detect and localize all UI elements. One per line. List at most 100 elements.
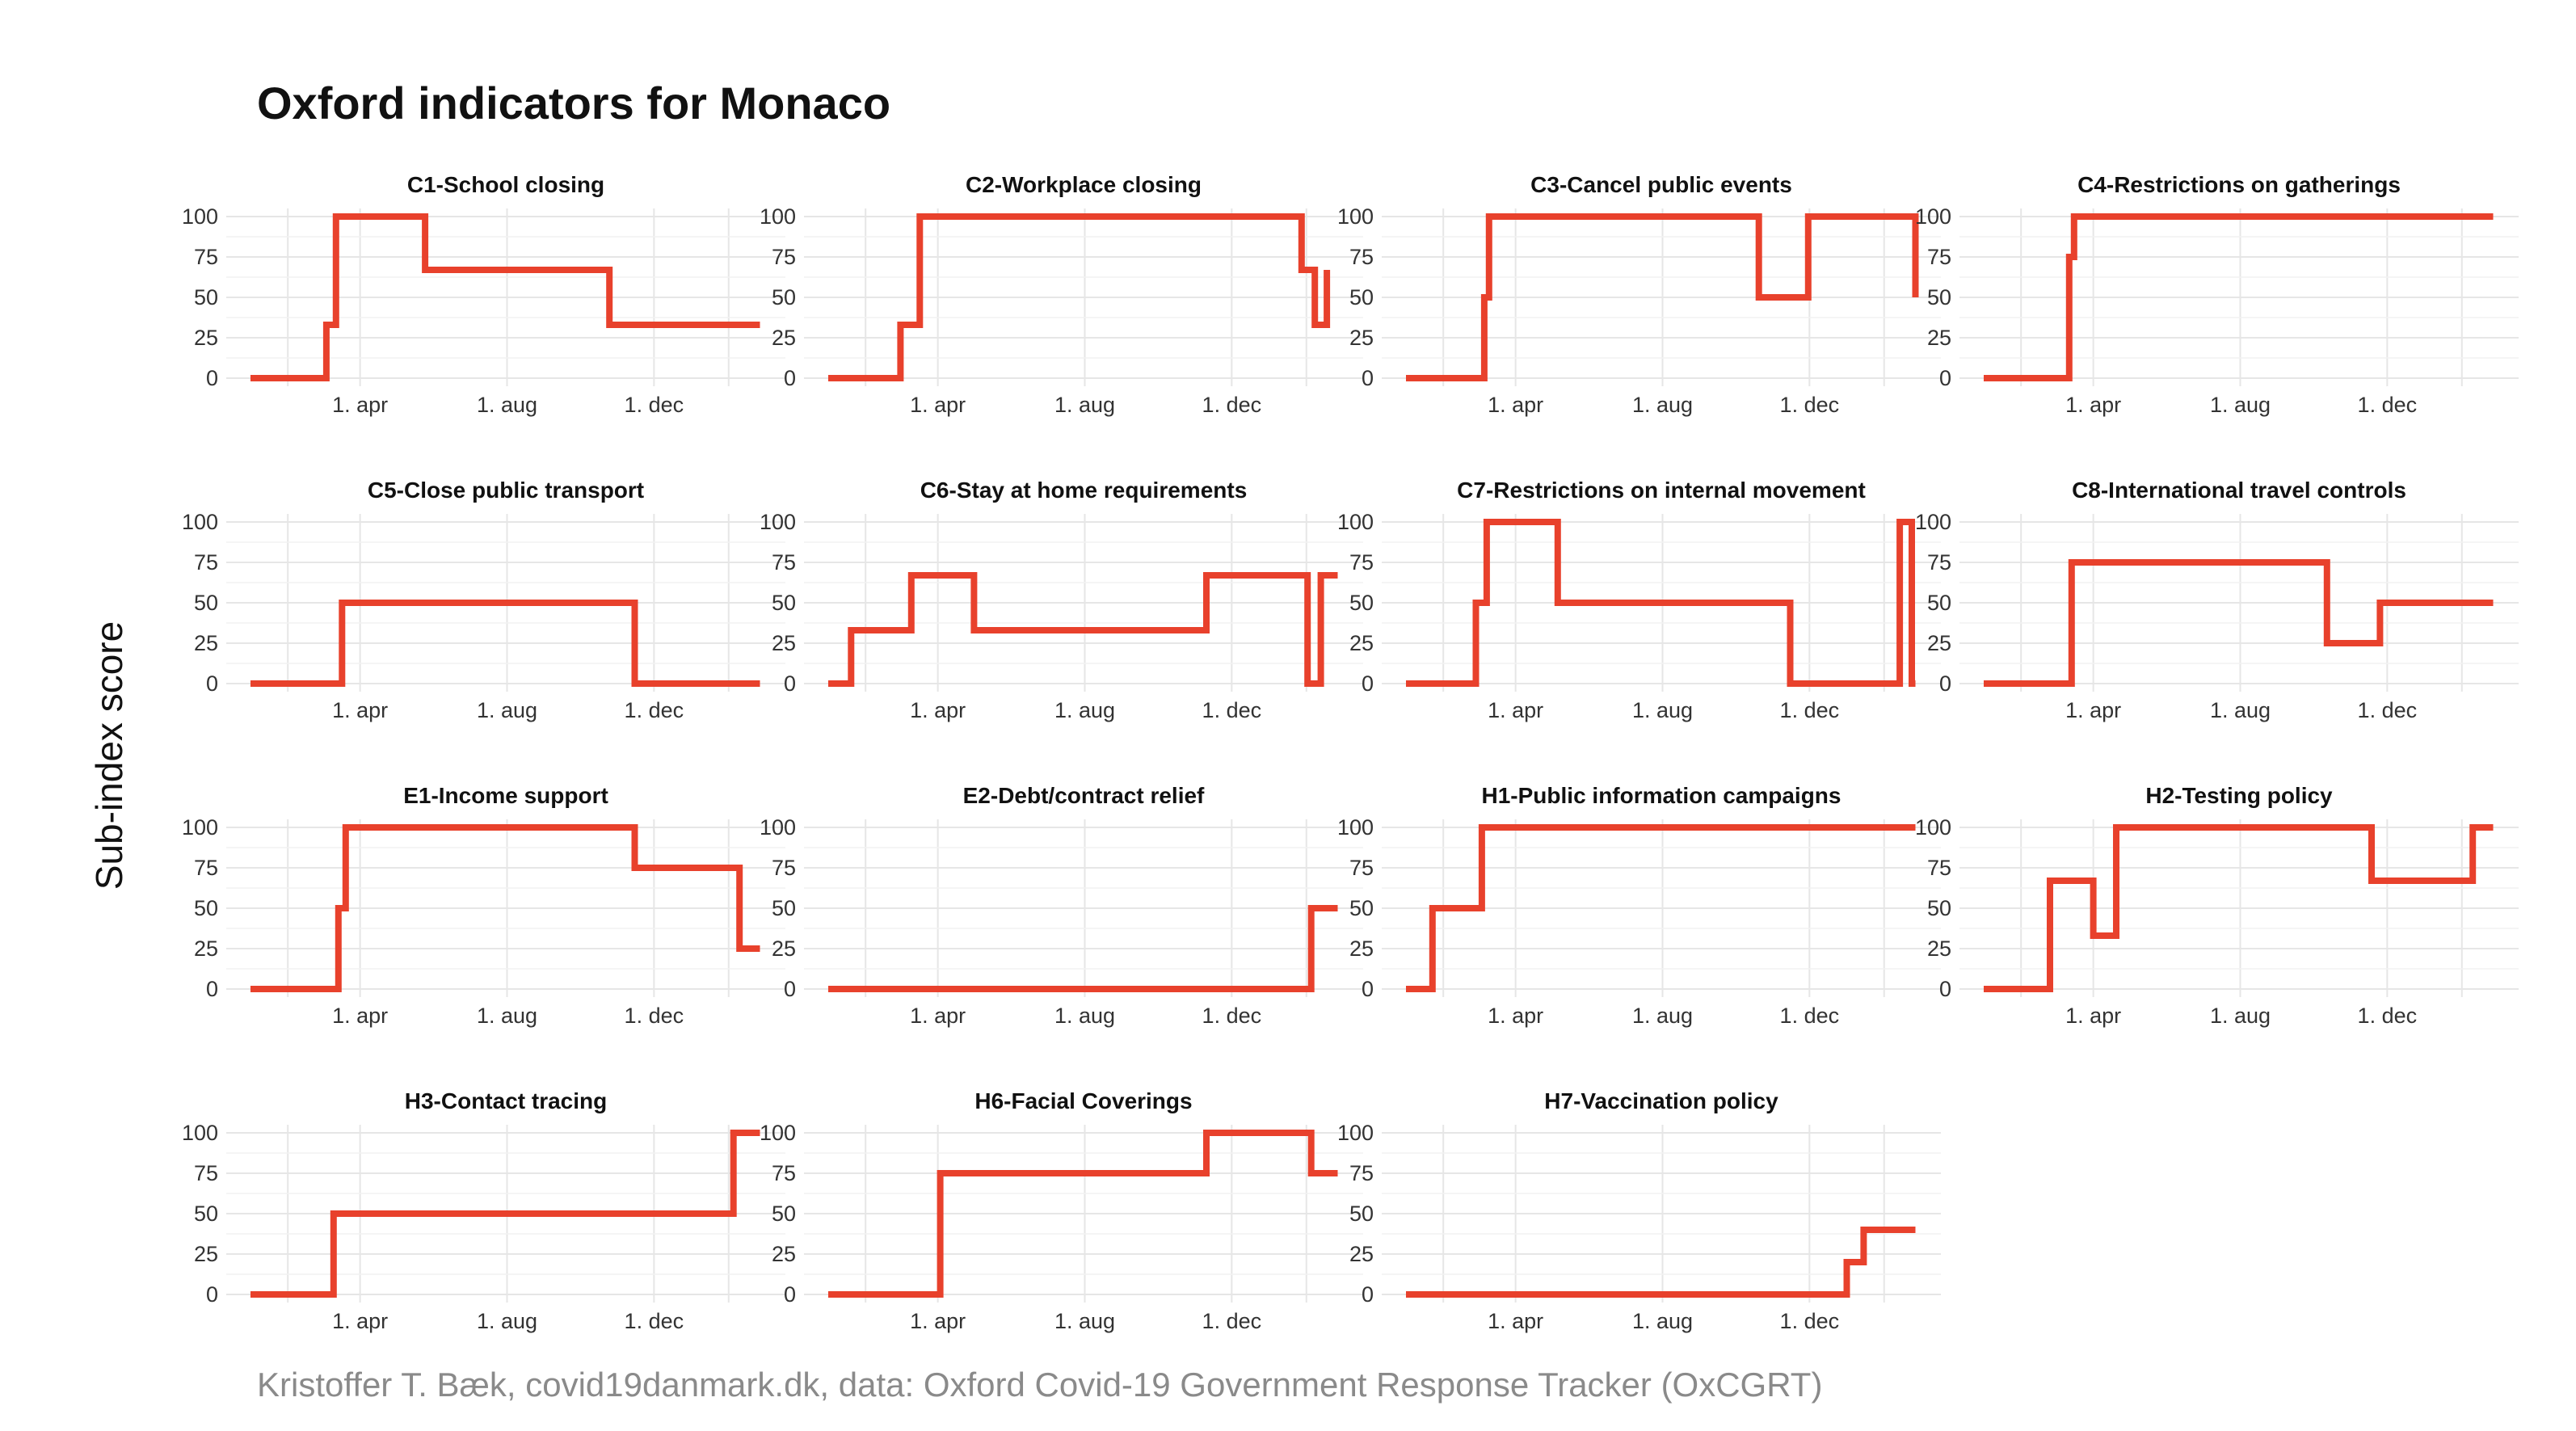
panel-title: H1-Public information campaigns <box>1482 783 1842 808</box>
panel-5: C5-Close public transport 0 25 50 75 100 1. ap… <box>182 478 785 722</box>
panel-15: H7-Vaccination policy 0 25 50 75 100 1. apr 1. … <box>1337 1088 1941 1333</box>
panel-11: H1-Public information campaigns 0 25 50 75 10… <box>1337 783 1941 1028</box>
y-tick-label: 25 <box>194 631 218 655</box>
page-title: Oxford indicators for Monaco <box>257 78 891 128</box>
panel-4: C4-Restrictions on gatherings 0 25 50 75 100 1… <box>1915 172 2519 417</box>
x-tick-label: 1. aug <box>477 698 537 722</box>
y-tick-label: 75 <box>1349 856 1374 880</box>
y-tick-label: 75 <box>194 550 218 575</box>
series-line <box>1984 559 2494 687</box>
gridlines <box>1959 208 2519 386</box>
panel-title: E1-Income support <box>403 783 608 808</box>
gridlines <box>804 1125 1363 1303</box>
y-tick-label: 100 <box>760 815 796 840</box>
y-tick-label: 0 <box>784 977 796 1001</box>
y-tick-label: 0 <box>206 366 218 390</box>
panel-title: C3-Cancel public events <box>1530 172 1792 197</box>
series-line <box>828 213 1331 381</box>
series-line <box>1984 213 2494 381</box>
y-tick-label: 0 <box>784 366 796 390</box>
y-tick-label: 100 <box>182 1121 218 1145</box>
y-tick-label: 25 <box>1349 631 1374 655</box>
x-tick-label: 1. aug <box>477 1309 537 1333</box>
x-tick-label: 1. dec <box>2358 698 2418 722</box>
y-tick-label: 25 <box>1349 326 1374 350</box>
gridlines <box>804 208 1363 386</box>
panel-title: C7-Restrictions on internal movement <box>1457 478 1866 503</box>
panel-title: C1-School closing <box>407 172 604 197</box>
y-tick-label: 50 <box>772 1202 796 1226</box>
y-tick-label: 75 <box>772 245 796 269</box>
y-tick-label: 75 <box>1349 245 1374 269</box>
x-tick-label: 1. dec <box>625 393 684 417</box>
panel-title: C6-Stay at home requirements <box>920 478 1248 503</box>
x-tick-label: 1. dec <box>2358 393 2418 417</box>
series-line <box>1406 1227 1916 1298</box>
x-tick-label: 1. aug <box>1054 1004 1115 1028</box>
x-tick-label: 1. dec <box>1780 393 1840 417</box>
y-tick-label: 100 <box>1337 204 1374 229</box>
y-tick-label: 50 <box>1349 896 1374 920</box>
x-tick-label: 1. aug <box>1632 698 1693 722</box>
x-tick-label: 1. apr <box>332 1309 388 1333</box>
y-tick-label: 50 <box>1349 591 1374 615</box>
y-tick-label: 25 <box>194 936 218 961</box>
x-tick-label: 1. dec <box>1202 1309 1262 1333</box>
x-tick-label: 1. dec <box>2358 1004 2418 1028</box>
y-tick-label: 0 <box>206 977 218 1001</box>
x-tick-label: 1. dec <box>1202 393 1262 417</box>
y-tick-label: 100 <box>760 510 796 534</box>
y-tick-label: 0 <box>1939 977 1951 1001</box>
x-tick-label: 1. dec <box>1202 698 1262 722</box>
x-tick-label: 1. apr <box>2065 393 2121 417</box>
x-tick-label: 1. aug <box>2210 393 2271 417</box>
y-tick-label: 0 <box>1939 366 1951 390</box>
panel-title: C8-International travel controls <box>2072 478 2406 503</box>
series-line <box>250 600 760 687</box>
x-tick-label: 1. dec <box>625 698 684 722</box>
panel-8: C8-International travel controls 0 25 50 75 1… <box>1915 478 2519 722</box>
panel-title: H7-Vaccination policy <box>1544 1088 1778 1113</box>
y-tick-label: 100 <box>182 510 218 534</box>
y-tick-label: 0 <box>1939 671 1951 696</box>
y-tick-label: 0 <box>784 1282 796 1307</box>
y-tick-label: 0 <box>1362 366 1374 390</box>
x-tick-label: 1. aug <box>1054 1309 1115 1333</box>
x-tick-label: 1. aug <box>1054 698 1115 722</box>
y-tick-label: 25 <box>194 326 218 350</box>
x-tick-label: 1. dec <box>1780 698 1840 722</box>
y-tick-label: 75 <box>1349 1161 1374 1185</box>
x-tick-label: 1. apr <box>2065 1004 2121 1028</box>
y-tick-label: 100 <box>1337 510 1374 534</box>
panel-13: H3-Contact tracing 0 25 50 75 100 1. apr 1. aug… <box>182 1088 785 1333</box>
gridlines <box>1382 1125 1941 1303</box>
y-tick-label: 25 <box>1349 936 1374 961</box>
x-tick-label: 1. apr <box>1488 698 1543 722</box>
x-tick-label: 1. apr <box>2065 698 2121 722</box>
y-tick-label: 100 <box>760 1121 796 1145</box>
y-tick-label: 100 <box>1337 815 1374 840</box>
y-tick-label: 50 <box>194 1202 218 1226</box>
panel-title: C5-Close public transport <box>368 478 644 503</box>
y-tick-label: 75 <box>772 550 796 575</box>
y-tick-label: 75 <box>772 1161 796 1185</box>
x-tick-label: 1. apr <box>1488 393 1543 417</box>
y-tick-label: 25 <box>772 936 796 961</box>
y-tick-label: 50 <box>1349 285 1374 309</box>
gridlines <box>1382 208 1941 386</box>
series-line <box>1406 824 1916 992</box>
panel-7: C7-Restrictions on internal movement 0 25 5… <box>1337 478 1941 722</box>
y-tick-label: 50 <box>1349 1202 1374 1226</box>
y-tick-label: 50 <box>194 896 218 920</box>
y-tick-label: 100 <box>182 815 218 840</box>
panel-9: E1-Income support 0 25 50 75 100 1. apr 1. aug 1… <box>182 783 785 1028</box>
series-line <box>250 824 760 992</box>
y-tick-label: 100 <box>1337 1121 1374 1145</box>
panel-3: C3-Cancel public events 0 25 50 75 100 1. apr 1… <box>1337 172 1941 417</box>
x-tick-label: 1. aug <box>1632 1004 1693 1028</box>
y-tick-label: 100 <box>1915 204 1951 229</box>
y-tick-label: 50 <box>772 285 796 309</box>
x-tick-label: 1. aug <box>2210 1004 2271 1028</box>
y-tick-label: 50 <box>1927 591 1951 615</box>
source-caption: Kristoffer T. Bæk, covid19danmark.dk, da… <box>257 1366 1823 1404</box>
